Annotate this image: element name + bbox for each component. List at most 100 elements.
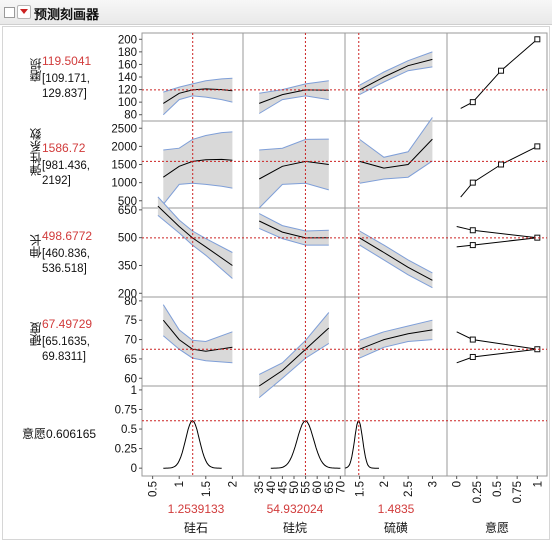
confidence-band <box>359 320 433 359</box>
factor-name: 硅石 <box>183 521 208 535</box>
y-tick-label: 100 <box>118 97 137 109</box>
ci-lower-line <box>359 66 433 96</box>
y-tick-label: 0.25 <box>115 444 137 456</box>
desirability-handle <box>534 36 541 43</box>
desirability-handle <box>534 143 541 150</box>
y-tick-label: 160 <box>118 59 137 71</box>
ci-lower-line <box>162 182 233 205</box>
prediction-trace <box>258 327 330 387</box>
confidence-band <box>259 213 329 246</box>
y-tick-label: 200 <box>118 34 137 46</box>
y-tick-label: 60 <box>124 373 137 385</box>
prediction-trace <box>163 158 233 178</box>
y-tick-label: 500 <box>118 233 137 245</box>
y-tick-label: 0.5 <box>121 424 137 436</box>
x-tick-label: 55 <box>301 481 313 494</box>
prediction-trace <box>259 89 329 104</box>
x-tick-label: 0.75 <box>512 481 524 503</box>
ci-upper-line <box>162 304 233 343</box>
profile-cell <box>446 385 548 477</box>
prediction-trace <box>359 138 433 169</box>
y-tick-label: 70 <box>124 335 137 347</box>
desirability-handle <box>469 353 476 360</box>
x-tick-label: 0.25 <box>472 481 484 503</box>
x-tick-label: 50 <box>289 481 301 494</box>
red-triangle-menu-icon[interactable] <box>17 5 31 19</box>
factor-value[interactable]: 1.4835 <box>377 502 415 516</box>
ci-upper-line <box>163 77 233 93</box>
desirability-handle <box>469 179 476 186</box>
profile-cell <box>446 207 548 298</box>
ci-upper-line <box>359 319 433 341</box>
desirability-function <box>460 145 538 198</box>
response-ci: [460.836, 536.518] <box>42 248 90 275</box>
ci-upper-line <box>258 312 330 375</box>
profiler-title-bar: 预测刻画器 <box>0 0 552 25</box>
y-tick-label: 1 <box>131 385 137 397</box>
factor-value[interactable]: 1.2539133 <box>167 502 225 516</box>
toggle-box-icon[interactable] <box>4 7 15 18</box>
desirability-trace <box>270 420 341 469</box>
prediction-trace <box>258 220 329 239</box>
x-tick-label: 0.5 <box>492 481 504 497</box>
response-value[interactable]: 67.49729 <box>42 317 93 331</box>
prediction-trace <box>359 237 433 281</box>
response-value[interactable]: 1586.72 <box>42 141 86 155</box>
desirability-handle <box>469 242 476 249</box>
x-tick-label: 40 <box>266 481 278 494</box>
desirability-label: 意愿0.606165 <box>22 425 96 442</box>
y-tick-label: 2500 <box>111 123 137 135</box>
factor-value[interactable]: 54.932024 <box>266 502 324 516</box>
ci-lower-line <box>258 182 329 209</box>
x-tick-label: 35 <box>254 481 266 494</box>
response-ci: [65.1635, 69.8311] <box>42 336 90 363</box>
y-tick-label: 120 <box>118 85 137 97</box>
desirability-handle <box>498 161 505 168</box>
profile-cell <box>242 296 346 387</box>
ci-lower-line <box>258 227 329 246</box>
y-tick-label: 2000 <box>111 141 137 153</box>
y-tick-label: 650 <box>118 205 137 217</box>
desirability-axis-name: 意愿 <box>484 521 509 535</box>
ci-lower-line <box>162 95 233 116</box>
response-ci: [109.171, 129.837] <box>42 73 90 100</box>
y-tick-label: 180 <box>118 47 137 59</box>
desirability-value: 0.606165 <box>46 427 97 441</box>
response-value[interactable]: 498.6772 <box>42 229 93 243</box>
y-tick-label: 1000 <box>111 178 137 190</box>
profile-cell <box>242 385 346 477</box>
profile-cell <box>242 207 346 298</box>
factor-name: 硫磺 <box>383 521 408 535</box>
prediction-trace <box>359 58 433 91</box>
profiler-title: 预测刻画器 <box>34 7 100 22</box>
desirability-handle <box>469 336 476 343</box>
x-tick-label: 60 <box>312 481 324 494</box>
ci-upper-line <box>258 213 329 232</box>
confidence-band <box>259 139 329 208</box>
profile-cell <box>344 385 448 477</box>
x-tick-label: 2 <box>379 481 391 487</box>
x-tick-label: 1.5 <box>201 481 213 497</box>
desirability-function <box>456 331 538 364</box>
desirability-function <box>460 38 538 109</box>
factor-name: 硅烷 <box>282 521 307 535</box>
ci-upper-line <box>359 51 433 86</box>
y-tick-label: 500 <box>118 196 137 208</box>
ci-lower-line <box>359 160 433 184</box>
x-tick-label: 70 <box>335 481 347 494</box>
profile-cell <box>242 32 346 122</box>
x-tick-label: 2.5 <box>403 481 415 497</box>
y-tick-label: 75 <box>124 315 137 327</box>
y-tick-label: 0.75 <box>115 404 137 416</box>
profile-cell <box>446 296 548 387</box>
y-tick-label: 350 <box>118 260 137 272</box>
response-value[interactable]: 119.5041 <box>42 54 92 68</box>
y-tick-label: 0 <box>131 463 137 475</box>
confidence-band <box>259 80 329 114</box>
x-tick-label: 1 <box>532 481 544 487</box>
ci-lower-line <box>359 244 433 289</box>
desirability-handle <box>469 99 476 106</box>
x-tick-label: 45 <box>277 481 289 494</box>
ci-upper-line <box>163 131 233 151</box>
